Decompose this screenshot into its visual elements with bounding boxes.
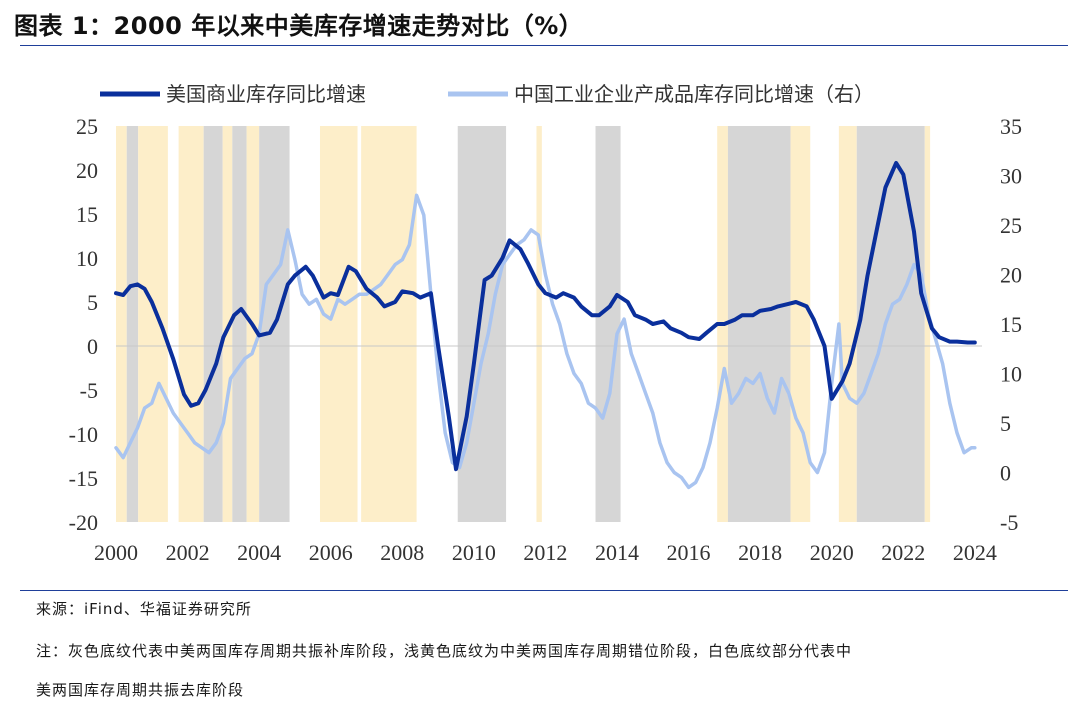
shaded-period-yellow	[138, 126, 168, 522]
figure-title: 图表 1：2000 年以来中美库存增速走势对比（%）	[14, 12, 584, 40]
footnote-line-1: 注：灰色底纹代表中美两国库存周期共振补库阶段，浅黄色底纹为中美两国库存周期错位阶…	[36, 642, 853, 660]
y-left-tick-label: -20	[69, 510, 98, 535]
x-tick-label: 2006	[309, 540, 353, 565]
shaded-period-gray	[595, 126, 621, 522]
x-tick-label: 2020	[810, 540, 854, 565]
y-right-tick-label: 35	[1000, 114, 1022, 139]
y-left-tick-label: 10	[76, 246, 98, 271]
title-rule	[20, 45, 1068, 46]
x-tick-label: 2018	[738, 540, 782, 565]
x-tick-label: 2012	[523, 540, 567, 565]
left-y-axis: 25 20 15 10 5 0 -5 -10 -15 -20	[69, 114, 98, 535]
shaded-period-gray	[727, 126, 791, 522]
right-y-axis: 35 30 25 20 15 10 5 0 -5	[1000, 114, 1022, 535]
x-tick-label: 2016	[667, 540, 711, 565]
shaded-period-gray	[203, 126, 223, 522]
y-right-tick-label: 25	[1000, 213, 1022, 238]
y-left-tick-label: 5	[87, 290, 98, 315]
shaded-period-gray	[856, 126, 925, 522]
shaded-period-yellow	[838, 126, 857, 522]
shaded-period-yellow	[222, 126, 233, 522]
y-right-tick-label: 20	[1000, 263, 1022, 288]
x-tick-label: 2000	[94, 540, 138, 565]
y-right-tick-label: 5	[1000, 411, 1011, 436]
series-lines	[114, 161, 977, 490]
x-tick-label: 2022	[881, 540, 925, 565]
source-note: 来源：iFind、华福证券研究所	[36, 600, 252, 618]
y-left-tick-label: 25	[76, 114, 98, 139]
x-tick-label: 2008	[380, 540, 424, 565]
y-right-tick-label: 30	[1000, 164, 1022, 189]
y-right-tick-label: 10	[1000, 362, 1022, 387]
y-left-tick-label: 20	[76, 158, 98, 183]
y-right-tick-label: 0	[1000, 461, 1011, 486]
x-tick-label: 2010	[452, 540, 496, 565]
x-tick-label: 2002	[166, 540, 210, 565]
shaded-period-gray	[126, 126, 139, 522]
x-axis: 2000 2002 2004 2006 2008 2010 2012 2014 2016 2018…	[94, 540, 997, 565]
series-line-us-inventory	[114, 161, 977, 472]
legend-label-us: 美国商业库存同比增速	[166, 82, 366, 106]
footnote-line-2: 美两国库存周期共振去库阶段	[36, 681, 245, 699]
y-right-tick-label: 15	[1000, 312, 1022, 337]
shaded-period-yellow	[319, 126, 358, 522]
y-left-tick-label: 15	[76, 202, 98, 227]
shaded-period-yellow	[116, 126, 127, 522]
y-left-tick-label: 0	[87, 334, 98, 359]
inventory-growth-chart: 25 20 15 10 5 0 -5 -10 -15 -20 35 30 25 20 15 10 5 0 -5 2…	[69, 82, 1022, 565]
legend-label-cn: 中国工业企业产成品库存同比增速（右）	[514, 82, 874, 106]
x-tick-label: 2014	[595, 540, 639, 565]
shaded-period-yellow	[790, 126, 811, 522]
y-left-tick-label: -10	[69, 422, 98, 447]
x-tick-label: 2024	[953, 540, 997, 565]
shaded-period-yellow	[924, 126, 931, 522]
shaded-period-yellow	[178, 126, 204, 522]
shaded-period-yellow	[536, 126, 542, 522]
x-tick-label: 2004	[237, 540, 281, 565]
shaded-period-yellow	[361, 126, 417, 522]
y-left-tick-label: -15	[69, 466, 98, 491]
y-left-tick-label: -5	[80, 378, 98, 403]
source-rule	[20, 590, 1068, 591]
legend: 美国商业库存同比增速 中国工业企业产成品库存同比增速（右）	[100, 82, 874, 106]
shaded-period-gray	[457, 126, 507, 522]
y-right-tick-label: -5	[1000, 510, 1018, 535]
shaded-period-gray	[232, 126, 247, 522]
shaded-periods	[116, 126, 931, 522]
series-line-cn-inventory	[114, 193, 977, 490]
